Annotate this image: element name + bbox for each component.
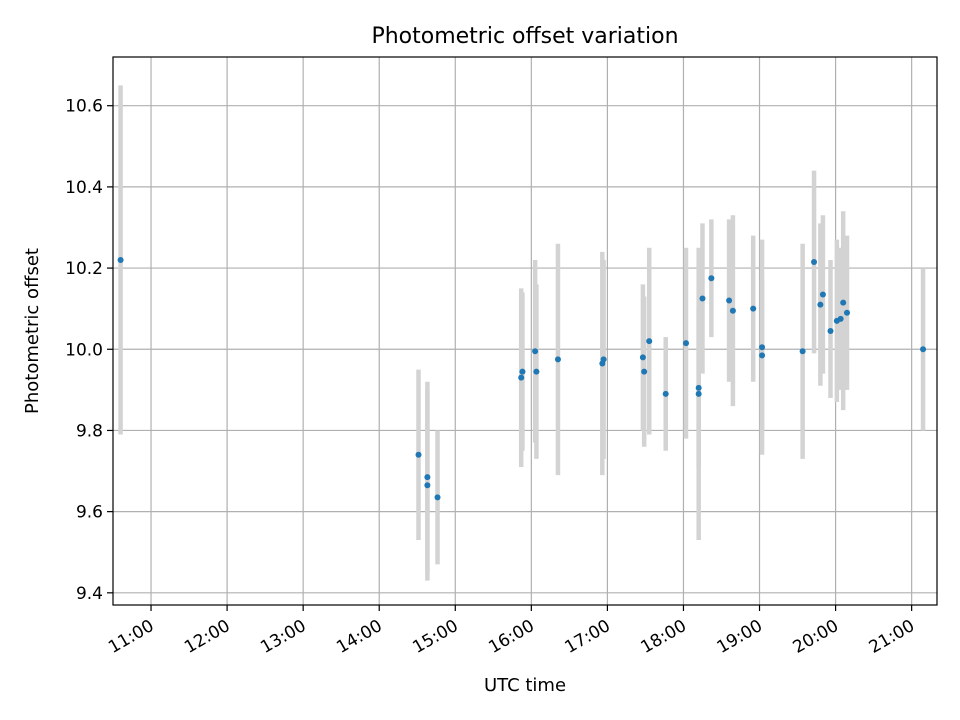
data-points [117,256,927,501]
data-point [639,354,646,361]
y-tick-label: 9.6 [76,503,103,523]
data-point [840,299,847,306]
data-point [827,328,834,334]
data-point [819,291,826,298]
data-point [708,275,715,282]
data-point [699,295,706,302]
data-point [554,356,561,363]
y-tick-label: 10.6 [65,97,103,117]
y-tick-label: 10.4 [65,178,103,198]
data-point [726,297,733,304]
data-point [600,356,607,363]
data-point [695,384,702,391]
data-point [641,368,648,375]
data-point [519,368,526,375]
data-point [117,256,124,263]
x-axis-label: UTC time [484,675,566,696]
chart-title: Photometric offset variation [371,24,678,49]
y-axis-ticks: 9.4 9.6 9.8 10.0 10.2 10.4 10.6 [65,97,113,604]
plot-frame [112,56,938,606]
data-point [759,352,766,359]
data-point [424,474,431,481]
data-point [759,344,766,351]
data-point [750,305,757,312]
data-point [843,309,850,316]
data-point [682,340,689,347]
y-axis-label: Photometric offset [22,248,43,414]
data-point [662,390,669,397]
y-tick-label: 10.0 [65,340,103,360]
data-point [837,315,844,322]
grid [113,57,937,605]
y-tick-label: 9.4 [76,584,103,604]
data-point [533,368,540,375]
data-point [811,258,818,265]
data-point [799,348,806,355]
data-point [920,346,927,353]
data-point [518,374,525,381]
data-point [434,494,441,501]
data-point [817,301,824,308]
y-tick-label: 9.8 [76,421,103,441]
data-point [729,307,736,314]
data-point [532,348,539,355]
data-point [695,390,702,397]
y-tick-label: 10.2 [65,259,103,279]
data-point [424,482,431,489]
data-point [646,338,653,345]
data-point [415,451,422,458]
